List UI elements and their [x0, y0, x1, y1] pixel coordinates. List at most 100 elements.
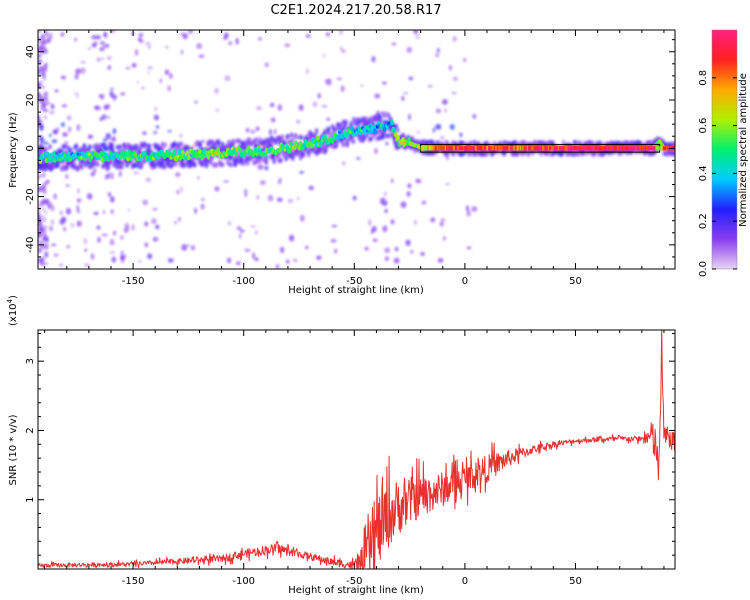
spectrogram-noise-dot [43, 141, 49, 145]
spectrogram-noise-dot [120, 92, 126, 96]
spectrogram-noise-dot [109, 90, 114, 98]
spectrogram-band-cell [547, 146, 550, 151]
spectrogram-halo-dot [382, 112, 387, 118]
spectrogram-noise-dot [76, 198, 82, 203]
spectrogram-band-cell [456, 146, 458, 151]
spectrogram-band-cell [604, 146, 606, 151]
spectrogram-noise-dot [288, 234, 295, 242]
spectrogram-noise-dot [381, 199, 388, 207]
spectrogram-halo-dot [663, 151, 668, 157]
spectrogram-band-cell [611, 146, 614, 151]
spectrogram-halo-dot [74, 143, 79, 149]
spectrogram-noise-dot [256, 106, 262, 111]
spectrogram-noise-dot [120, 256, 126, 260]
spectrogram-halo-dot [56, 162, 60, 168]
spectrogram-noise-dot [65, 207, 72, 215]
snr-multiplier: (x104) [6, 295, 19, 326]
spectrogram-noise-dot [413, 219, 417, 226]
spectrogram-noise-dot [465, 205, 470, 212]
spectrogram-noise-dot [258, 37, 262, 41]
spectrogram-halo-dot [247, 137, 251, 143]
spectrogram-noise-dot [43, 216, 46, 223]
spectrogram-band-cell [531, 146, 533, 151]
spectrogram-halo-dot [348, 135, 352, 142]
spectrogram-noise-dot [61, 104, 68, 108]
spectrogram-noise-dot [41, 186, 44, 193]
spectrogram-band-cell [640, 146, 643, 151]
spectrogram-noise-dot [120, 235, 124, 240]
spectrogram-noise-dot [459, 132, 463, 138]
spectrogram-noise-dot [93, 211, 99, 216]
spectrogram-noise-dot [43, 91, 48, 99]
spectrogram-noise-dot [305, 34, 311, 38]
spectrogram-ridge-peak [234, 152, 238, 156]
colorbar: 0.0 0.2 0.4 0.6 0.8 Normalized spectral ampl… [698, 29, 749, 277]
spectrogram-band-cell [615, 146, 617, 151]
spectrogram-noise-dot [153, 114, 160, 121]
spectrogram-band-cell [450, 146, 452, 151]
spectrogram-noise-dot [181, 244, 188, 251]
spectrogram-band-cell [562, 146, 564, 151]
spectrogram-ridge-dot [172, 148, 177, 155]
spectrogram-band-cell [523, 146, 525, 151]
spectrogram-ridge-dot [52, 151, 56, 158]
spectrogram-band-cell [629, 146, 632, 151]
spectrogram-halo-dot [218, 161, 222, 167]
spectrogram-band-cell [457, 146, 459, 151]
spectrogram-halo-dot [76, 165, 80, 171]
spectrogram-noise-dot [144, 221, 149, 227]
spectrogram-halo-dot [326, 126, 331, 132]
spectrogram-noise-dot [38, 210, 41, 218]
spectrogram-noise-dot [384, 208, 388, 214]
spectrogram-noise-dot [39, 51, 43, 54]
spectrogram-noise-dot [383, 191, 387, 197]
spectrogram-ytick-label: 20 [25, 94, 36, 107]
spectrogram-band-cell [479, 146, 481, 151]
spectrogram-band-cell [644, 146, 646, 151]
spectrogram-band-cell [619, 146, 622, 151]
spectrogram-noise-dot [285, 259, 290, 264]
spectrogram-ytick-label: -40 [25, 237, 36, 253]
spectrogram-halo-dot [216, 140, 221, 147]
spectrogram-band-cell [448, 146, 450, 151]
spectrogram-noise-dot [113, 98, 116, 102]
spectrogram-noise-dot [299, 214, 305, 222]
snr-xtick-label: -100 [232, 576, 255, 587]
spectrogram-halo-dot [225, 159, 230, 165]
spectrogram-noise-dot [41, 39, 48, 45]
spectrogram-noise-dot [408, 76, 414, 81]
spectrogram-band-cell [577, 146, 580, 151]
spectrogram-halo-dot [110, 142, 115, 148]
spectrogram-band-cell [441, 146, 444, 151]
spectrogram-noise-dot [73, 92, 76, 95]
spectrogram-band-cell [636, 146, 638, 151]
spectrogram-noise-dot [136, 81, 139, 84]
spectrogram-noise-dot [236, 226, 242, 231]
spectrogram-band-cell [543, 146, 545, 151]
spectrogram-halo-dot [228, 162, 233, 168]
spectrogram-noise-dot [105, 104, 111, 110]
spectrogram-noise-dot [239, 229, 245, 233]
spectrogram-band-cell [578, 146, 581, 151]
spectrogram-band-cell [572, 146, 574, 151]
spectrogram-noise-dot [227, 257, 232, 264]
spectrogram-band-cell [513, 146, 515, 151]
spectrogram-band-cell [429, 146, 431, 151]
spectrogram-noise-dot [167, 130, 172, 133]
snr-ytick-label: 2 [25, 427, 36, 433]
spectrogram-noise-dot [97, 236, 101, 243]
spectrogram-band-cell [610, 146, 613, 151]
spectrogram-halo-dot [174, 161, 178, 167]
spectrogram-band-cell [486, 146, 489, 151]
spectrogram-noise-dot [178, 216, 181, 222]
spectrogram-noise-dot [306, 68, 309, 75]
spectrogram-noise-dot [435, 123, 442, 130]
spectrogram-noise-dot [415, 34, 419, 40]
spectrogram-band-cell [508, 146, 510, 151]
spectrogram-noise-dot [196, 42, 203, 50]
spectrogram-ridge-peak [87, 152, 91, 156]
spectrogram-halo-dot [208, 159, 213, 165]
spectrogram-halo-dot [340, 137, 344, 144]
spectrogram-halo-dot [198, 142, 202, 148]
spectrogram-noise-dot [400, 201, 407, 208]
